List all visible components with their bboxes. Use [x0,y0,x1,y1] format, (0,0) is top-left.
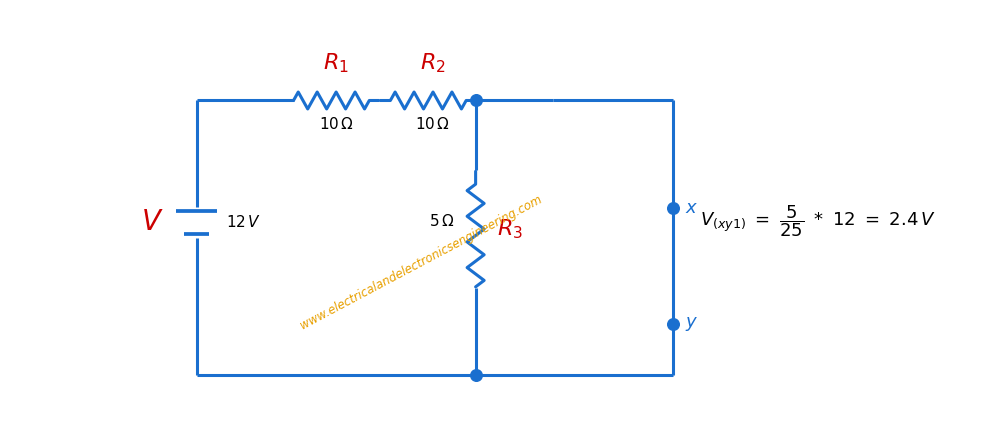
Point [467,97,483,104]
Text: www.electricalandelectronicsengineering.com: www.electricalandelectronicsengineering.… [298,193,544,332]
Text: $R_1$: $R_1$ [323,52,349,75]
Point [665,320,681,327]
Text: $V_{(xy1)}\ =\ \dfrac{5}{25}\ *\ 12\ =\ 2.4\,V$: $V_{(xy1)}\ =\ \dfrac{5}{25}\ *\ 12\ =\ … [701,203,936,239]
Text: $10\,\Omega$: $10\,\Omega$ [319,116,353,132]
Text: $R_2$: $R_2$ [420,52,446,75]
Text: $y$: $y$ [685,315,699,333]
Text: $x$: $x$ [685,199,698,217]
Text: $V$: $V$ [141,208,163,236]
Point [665,205,681,212]
Text: $10\,\Omega$: $10\,\Omega$ [415,116,451,132]
Point [467,372,483,379]
Text: $5\,\Omega$: $5\,\Omega$ [429,213,454,229]
Text: $12\,V$: $12\,V$ [226,214,262,230]
Text: $R_3$: $R_3$ [497,217,523,241]
